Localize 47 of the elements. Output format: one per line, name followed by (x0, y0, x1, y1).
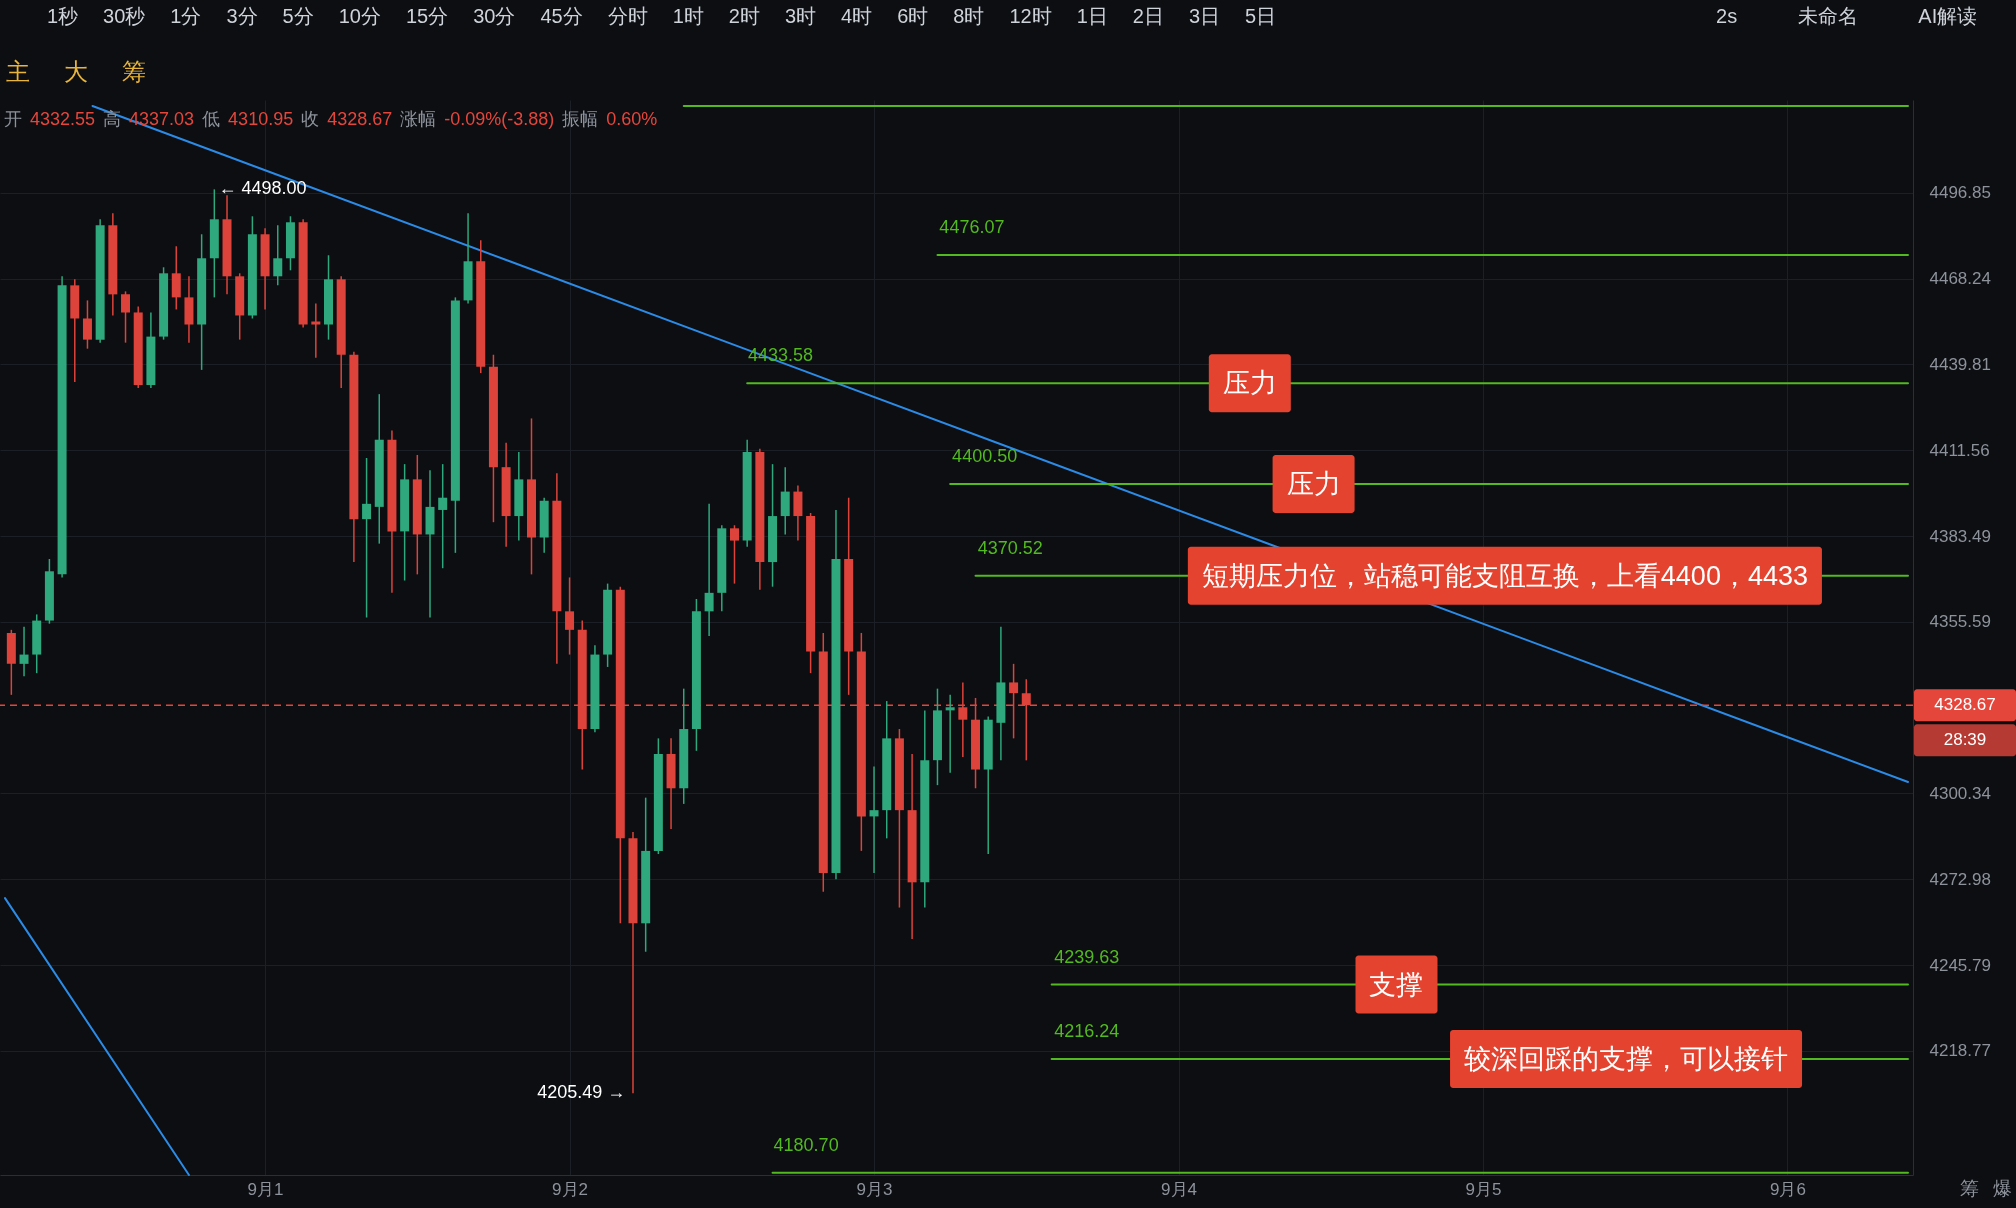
candlestick (945, 694, 955, 774)
text: 主 大 筹 (6, 58, 146, 85)
x-tick-label: 9月2 (552, 1179, 589, 1199)
candlestick (362, 457, 372, 619)
annotation: ← 4498.00 (218, 178, 307, 199)
candlestick (19, 626, 29, 677)
y-tick-label: 4272.98 (1929, 869, 1991, 889)
candlestick (273, 224, 283, 287)
annotation: 4205.49 → (537, 1082, 626, 1103)
candlestick (311, 302, 321, 359)
data-label: 4216.24 (1054, 1020, 1120, 1041)
x-tick-label: 9月6 (1770, 1179, 1806, 1199)
x-tick-label: 9月4 (1161, 1179, 1197, 1199)
candlestick (82, 299, 92, 350)
y-tick-label: 4496.85 (1929, 183, 1991, 203)
text: 开 4332.55 高 4337.03 低 4310.95 收 4328.67 涨幅 -0.09%(-3.88) 振幅 0.60% (4, 109, 658, 129)
text: 2s 未命名 AI解读 (1716, 5, 1978, 27)
x-tick-label: 9月3 (856, 1179, 893, 1199)
candlestick (565, 576, 575, 656)
x-tick-label: 9月5 (1465, 1179, 1502, 1199)
data-label: 4476.07 (939, 217, 1005, 238)
y-tick-label: 4439.81 (1929, 354, 1991, 374)
y-tick-label: 4245.79 (1929, 955, 1991, 975)
candlestick (438, 463, 448, 569)
x-tick-label: 9月1 (247, 1179, 284, 1199)
data-label: 4400.50 (952, 445, 1018, 466)
annotation: 压力 (1222, 368, 1277, 399)
y-tick-label: 4300.34 (1929, 783, 1991, 803)
y-tick-label: 4218.77 (1929, 1041, 1991, 1061)
ref-line-label: 4328.67 28:39 (1934, 695, 1996, 750)
data-label: 4239.63 (1054, 946, 1120, 967)
y-tick-label: 4383.49 (1929, 526, 1991, 546)
candlestick (704, 503, 714, 637)
data-label: 4180.70 (773, 1134, 839, 1155)
annotation: 支撑 (1369, 969, 1424, 1000)
candlestick (869, 765, 879, 874)
annotation: 短期压力位，站稳可能支阻互换，上看4400，4433 (1201, 560, 1808, 591)
y-tick-label: 4468.24 (1929, 269, 1991, 289)
data-label: 4370.52 (977, 537, 1043, 558)
text: 1秒 30秒 1分 3分 5分 10分 15分 30分 45分 分时 1时 2时 3时 4时 6时 8时 12时 1日 2日 3日 5日 (47, 5, 1277, 27)
annotation: 压力 (1286, 468, 1341, 499)
candlestick (121, 290, 131, 344)
y-tick-label: 4411.56 (1929, 440, 1990, 460)
annotation: 较深回踩的支撑，可以接针 (1464, 1043, 1789, 1074)
candlestick (729, 524, 739, 585)
text: 筹 爆 (1960, 1178, 2012, 1199)
y-tick-label: 4355.59 (1929, 612, 1991, 632)
